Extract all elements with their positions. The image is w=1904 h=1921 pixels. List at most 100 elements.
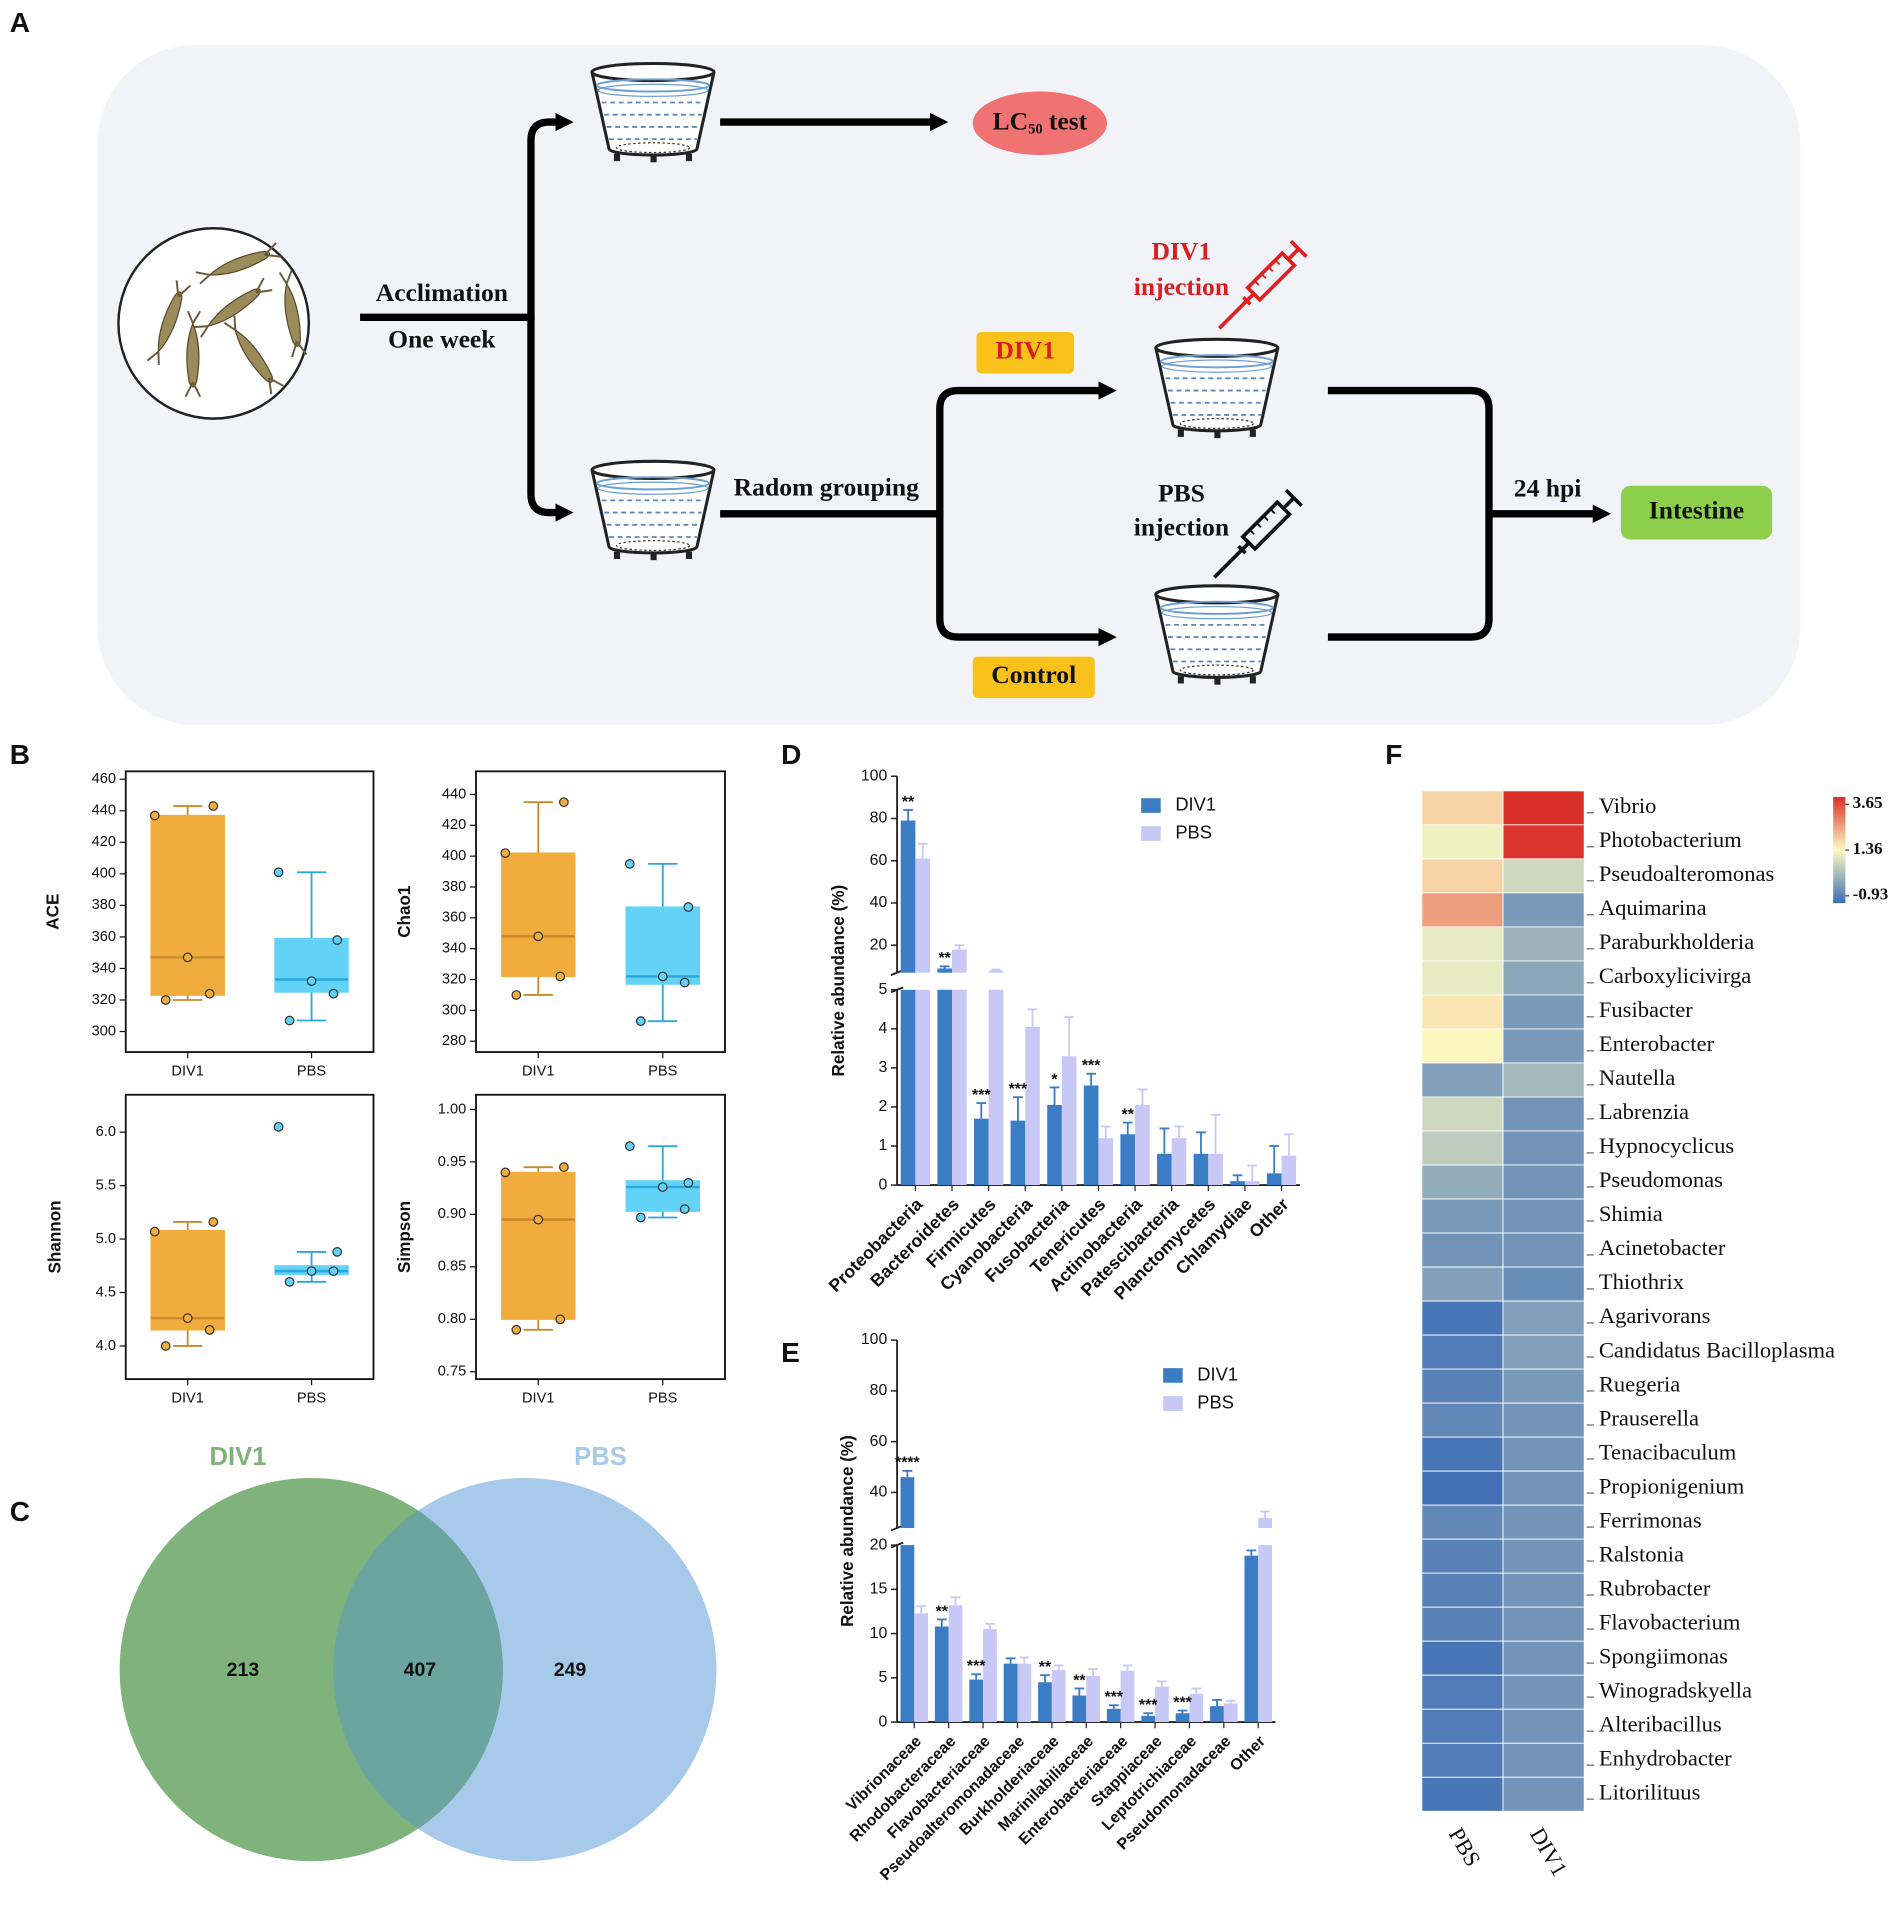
bar	[1141, 1715, 1156, 1723]
heat-cell	[1502, 1674, 1585, 1710]
y-tick-label: 4	[878, 1020, 887, 1037]
sample-label: Intestine	[1649, 495, 1744, 524]
heat-cell	[1421, 1028, 1504, 1064]
y-tick-label: 400	[442, 848, 466, 864]
group-box	[976, 331, 1075, 374]
heat-cell	[1502, 1062, 1585, 1098]
heat-cell	[1421, 1402, 1504, 1438]
subscript: 50	[1028, 122, 1043, 138]
y-tick-label: 320	[92, 992, 116, 1008]
bar	[1120, 1670, 1135, 1723]
y-tick-label: 340	[92, 960, 116, 976]
y-tick-label: 60	[870, 852, 888, 869]
heat-cell	[1421, 960, 1504, 996]
heat-cell	[1421, 1130, 1504, 1166]
bar	[915, 858, 931, 973]
x-tick-label: PBS	[648, 1063, 678, 1079]
significance: ***	[1082, 1058, 1101, 1075]
time-label: 24 hpi	[1514, 473, 1582, 502]
x-tick-label: DIV1	[171, 1063, 204, 1079]
bar	[1157, 1153, 1172, 1186]
x-tick-label: PBS	[648, 1391, 678, 1407]
bar	[952, 989, 967, 1186]
bar	[1208, 1153, 1223, 1186]
point	[149, 810, 160, 821]
significance: **	[1122, 1106, 1135, 1123]
bar	[934, 1626, 949, 1723]
y-axis-label: ACE	[43, 894, 62, 930]
y-tick-label: 300	[442, 1002, 466, 1018]
bar	[1051, 1669, 1066, 1723]
row-label: Fusibacter	[1599, 997, 1693, 1022]
y-tick-label: 4.0	[96, 1338, 116, 1354]
column-label: PBS	[1444, 1823, 1486, 1870]
y-tick-label: 5.5	[96, 1177, 116, 1193]
point	[204, 988, 215, 999]
row-label: Pseudoalteromonas	[1599, 861, 1774, 886]
bar	[973, 1118, 989, 1186]
row-label: Ruegeria	[1599, 1371, 1680, 1396]
overlap	[333, 1477, 503, 1862]
row-label: Paraburkholderia	[1599, 929, 1754, 954]
count: 213	[227, 1659, 260, 1681]
plot-frame	[475, 770, 726, 1053]
significance: ***	[1105, 1689, 1124, 1706]
heat-cell	[1421, 1606, 1504, 1642]
point	[657, 971, 668, 982]
y-tick-label: 420	[92, 834, 116, 850]
heat-cell	[1421, 1742, 1504, 1778]
panel-label: E	[781, 1337, 800, 1368]
x-tick-label: DIV1	[522, 1063, 555, 1079]
point	[683, 902, 694, 912]
heat-cell	[1421, 1164, 1504, 1200]
point	[306, 976, 317, 986]
count: 249	[554, 1659, 587, 1681]
bar	[1135, 1105, 1150, 1186]
bar	[1025, 1026, 1040, 1186]
heat-cell	[1421, 1776, 1504, 1812]
row-label: Shimia	[1599, 1201, 1663, 1226]
y-tick-label: 5	[878, 1669, 887, 1686]
heat-cell	[1502, 1640, 1585, 1676]
legend-swatch	[1163, 1368, 1183, 1383]
heat-cell	[1421, 1470, 1504, 1506]
y-tick-label: 380	[92, 897, 116, 913]
heat-cell	[1421, 858, 1504, 894]
bar	[1193, 1153, 1209, 1186]
heat-cell	[1502, 1096, 1585, 1132]
bar	[969, 1679, 984, 1723]
y-tick-label: 4.5	[96, 1284, 116, 1300]
lc50-label: LC50 test	[993, 106, 1088, 138]
y-tick-label: 0.85	[438, 1259, 466, 1275]
point	[284, 1276, 295, 1287]
point	[208, 801, 219, 811]
y-tick-label: 60	[870, 1433, 888, 1450]
row-label: Alteribacillus	[1599, 1711, 1722, 1736]
heat-cell	[1502, 858, 1585, 894]
point	[328, 988, 339, 999]
y-tick-label: 0.80	[438, 1311, 466, 1327]
heat-cell	[1502, 1334, 1585, 1370]
significance: **	[1073, 1672, 1086, 1689]
box	[501, 1171, 576, 1320]
point	[555, 1314, 566, 1325]
bar	[914, 1613, 929, 1723]
step-label: Radom grouping	[734, 472, 919, 501]
y-tick-label: 0.95	[438, 1154, 466, 1170]
row-label: Enterobacter	[1599, 1031, 1715, 1056]
y-tick-label: 15	[870, 1581, 888, 1598]
text: LC	[993, 106, 1029, 135]
y-tick-label: 10	[870, 1625, 888, 1642]
y-axis-label: Shannon	[46, 1200, 65, 1273]
heat-cell	[1421, 994, 1504, 1030]
heat-cell	[1502, 1130, 1585, 1166]
legend-label: DIV1	[1175, 793, 1216, 814]
x-tick-label: DIV1	[171, 1391, 204, 1407]
row-label: Photobacterium	[1599, 827, 1742, 852]
point	[683, 1178, 694, 1188]
bar	[1010, 1120, 1026, 1186]
heat-cell	[1421, 1368, 1504, 1404]
y-tick-label: 100	[861, 1331, 888, 1348]
point	[284, 1015, 295, 1026]
